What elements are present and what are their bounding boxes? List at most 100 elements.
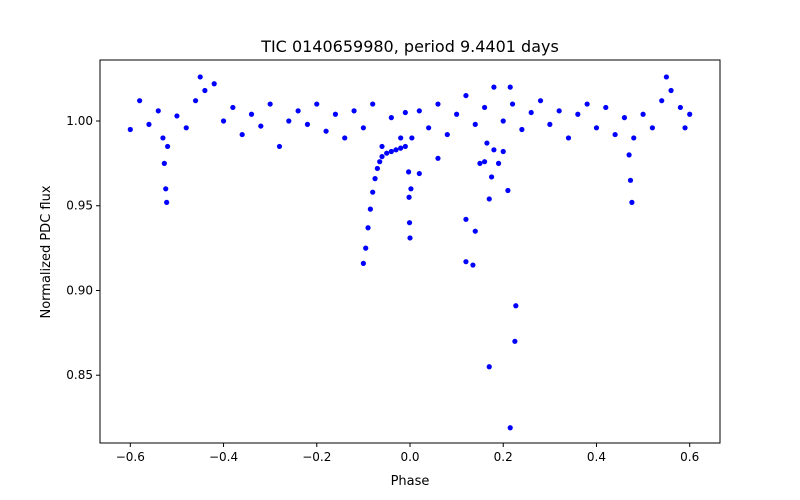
y-tick-label: 0.90 [66, 283, 93, 297]
data-point [161, 160, 167, 166]
data-point [276, 143, 283, 150]
data-point [513, 303, 519, 309]
data-point [332, 111, 339, 117]
data-point [192, 98, 199, 104]
data-point [663, 74, 669, 80]
y-axis: 0.85 0.90 0.95 1.00 [66, 114, 100, 382]
data-point [379, 153, 385, 160]
data-point [230, 104, 236, 111]
x-tick-label: 0.4 [587, 450, 606, 464]
data-point [621, 115, 628, 121]
data-point [603, 104, 609, 111]
data-point [370, 189, 376, 195]
data-point [323, 128, 329, 134]
data-point [416, 108, 422, 114]
data-point [509, 101, 516, 107]
y-axis-label: Normalized PDC flux [39, 185, 54, 318]
data-point [682, 125, 688, 131]
data-point [127, 126, 133, 133]
data-point [402, 143, 408, 150]
data-point [519, 126, 525, 133]
data-point [507, 84, 513, 90]
data-point [472, 228, 478, 234]
data-point [495, 160, 502, 166]
data-point [454, 111, 460, 117]
data-point [402, 109, 408, 116]
data-point [146, 121, 152, 127]
data-point [384, 150, 390, 156]
data-point [677, 104, 683, 111]
data-point [593, 125, 600, 131]
data-point [491, 84, 497, 90]
data-point [137, 98, 143, 104]
data-point [372, 176, 378, 182]
data-point [463, 92, 469, 99]
data-point [435, 155, 441, 161]
data-point [211, 81, 217, 87]
data-point [406, 220, 413, 226]
data-point [627, 177, 634, 183]
data-point [365, 225, 371, 231]
data-point [408, 186, 414, 192]
data-point [435, 101, 441, 107]
x-axis-label: Phase [391, 474, 430, 489]
data-points [127, 74, 693, 431]
data-point [687, 111, 693, 117]
data-point [505, 187, 511, 194]
data-point [155, 108, 161, 114]
data-point [197, 74, 203, 80]
data-point [659, 98, 665, 104]
data-point [484, 140, 490, 146]
data-point [286, 118, 292, 124]
data-point [668, 87, 674, 94]
data-point [374, 165, 380, 172]
data-point [409, 135, 415, 141]
data-point [406, 194, 412, 200]
data-point [393, 147, 399, 153]
data-point [314, 101, 320, 107]
data-point [565, 135, 572, 141]
data-point [575, 111, 581, 117]
data-point [528, 109, 534, 116]
data-point [481, 159, 488, 165]
data-point [507, 425, 513, 431]
data-point [407, 235, 413, 241]
data-point [463, 259, 469, 265]
data-point [174, 113, 180, 119]
data-point [472, 121, 478, 127]
x-tick-label: −0.6 [116, 450, 145, 464]
data-point [612, 131, 618, 138]
data-point [463, 216, 469, 222]
x-tick-label: 0.6 [680, 450, 699, 464]
data-point [486, 196, 492, 202]
data-point [626, 152, 632, 158]
data-point [360, 260, 366, 266]
data-point [342, 135, 348, 141]
data-point [477, 160, 483, 166]
data-point [486, 364, 492, 370]
data-point [584, 101, 590, 107]
data-point [220, 118, 227, 124]
data-point [500, 118, 506, 124]
data-point [488, 174, 495, 180]
data-point [388, 148, 394, 155]
data-point [202, 87, 208, 94]
data-point [363, 245, 369, 251]
x-tick-label: −0.2 [302, 450, 331, 464]
data-point [183, 125, 189, 131]
data-point [500, 148, 506, 155]
x-tick-label: 0.2 [494, 450, 513, 464]
data-point [267, 101, 273, 107]
data-point [367, 206, 373, 212]
data-point [164, 199, 170, 205]
x-tick-label: 0.0 [400, 450, 419, 464]
data-point [379, 143, 385, 150]
data-point [377, 159, 383, 165]
data-point [398, 145, 404, 151]
data-point [481, 104, 488, 111]
data-point [629, 199, 635, 205]
data-point [351, 108, 357, 114]
x-axis: −0.6 −0.4 −0.2 0.0 0.2 0.4 0.6 [116, 443, 699, 464]
y-tick-label: 0.95 [66, 199, 93, 213]
